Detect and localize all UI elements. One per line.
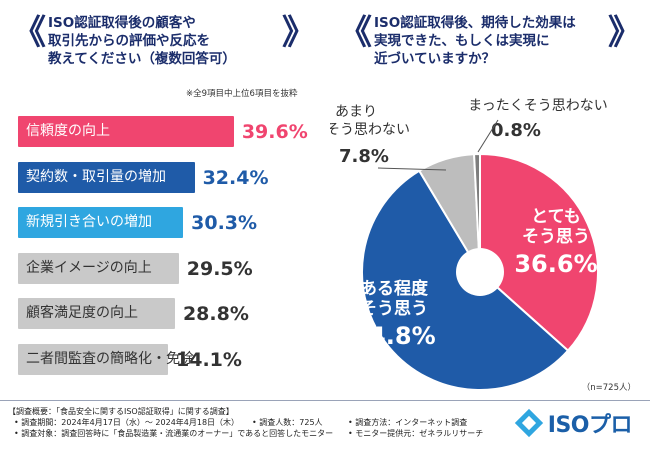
donut-chart: とてもそう思う36.6%ある程度そう思う54.8%あまりそう思わない7.8%まっ… [330, 98, 608, 390]
bar-category-label: 二者間監査の簡略化・免除 [26, 351, 194, 367]
left-note: ※全9項目中上位6項目を抜粋 [186, 89, 298, 99]
donut-label: 36.6% [514, 250, 597, 278]
donut-label: 54.8% [352, 322, 435, 350]
bar-row: 二者間監査の簡略化・免除 14.1% [18, 344, 318, 375]
bar [18, 207, 184, 239]
donut-label: そう思う [522, 227, 590, 247]
left-title-line-1: ISO認証取得後の顧客や [48, 15, 196, 31]
bar [18, 298, 175, 330]
right-title-line-3: 近づいていますか？ [374, 51, 496, 67]
survey-count: • 調査人数：725人 [252, 418, 323, 427]
logo-text: ISOプロ [547, 413, 633, 438]
bar-value-label: 28.8% [182, 303, 249, 326]
bar-row: 新規引き合いの増加 30.3% [18, 207, 318, 239]
iso-pro-logo: ISOプロ [514, 408, 633, 438]
bar-category-label: 契約数・取引量の増加 [26, 168, 166, 185]
bar-category-label: 信頼度の向上 [26, 123, 110, 139]
bar [18, 116, 234, 147]
bar [18, 252, 179, 284]
survey-period: • 調査期間：2024年4月17日（水）～ 2024年4月18日（木） [14, 418, 240, 427]
bar-value-label: 30.3% [191, 212, 258, 235]
donut-hole [456, 248, 504, 296]
leader-line [477, 119, 499, 153]
right-title-line-1: ISO認証取得後、期待した効果は [374, 15, 576, 31]
leader-line [377, 167, 447, 171]
donut-label: 7.8% [339, 146, 389, 167]
right-title-line-2: 実現できた、もしくは実現に [374, 33, 550, 49]
donut-label: そう思う [360, 299, 428, 319]
bar-row: 信頼度の向上 39.6% [18, 116, 318, 147]
left-close-bracket-icon: 》 [282, 13, 316, 53]
bar-category-label: 新規引き合いの増加 [26, 214, 152, 231]
bar-value-label: 29.5% [186, 257, 253, 280]
donut-label: ある程度 [360, 278, 429, 299]
bar-category-label: 顧客満足度の向上 [26, 305, 138, 322]
footer-divider [0, 400, 650, 401]
bar-row: 顧客満足度の向上 28.8% [18, 298, 318, 330]
iso-pro-logo-icon [514, 408, 543, 438]
bar [18, 161, 195, 193]
bar-row: 企業イメージの向上 29.5% [18, 252, 318, 284]
bar-row: 契約数・取引量の増加 32.4% [18, 161, 318, 193]
donut-slice [479, 152, 599, 353]
survey-overview-heading: 【調査概要：「食品安全に関するISO認証取得」に関する調査】 [8, 407, 234, 416]
right-open-bracket-icon: 《 [338, 13, 372, 53]
donut-label: まったくそう思わない [468, 98, 607, 114]
bar-category-label: 企業イメージの向上 [26, 259, 152, 276]
right-question-title: ISO認証取得後、期待した効果は 実現できた、もしくは実現に 近づいていますか？ [374, 14, 576, 68]
survey-target: • 調査対象：調査回答時に「食品製造業・流通業のオーナー」であると回答したモニタ… [14, 429, 334, 438]
bar-value-label: 39.6% [241, 121, 308, 143]
right-close-bracket-icon: 》 [608, 13, 642, 53]
sample-size: （n=725人） [581, 383, 636, 393]
donut-label: そう思わない [330, 122, 410, 138]
survey-provider: • モニター提供元：ゼネラルリサーチ [348, 429, 484, 438]
bar [18, 344, 168, 375]
donut-slice [473, 152, 481, 273]
left-open-bracket-icon: 《 [12, 13, 46, 53]
bar-value-label: 14.1% [176, 349, 242, 371]
survey-method: • 調査方法：インターネット調査 [348, 418, 468, 427]
left-title-line-2: 取引先からの評価や反応を [48, 33, 210, 49]
donut-label: とても [531, 207, 581, 227]
donut-label: あまり [335, 104, 377, 120]
bar-value-label: 32.4% [202, 166, 269, 189]
left-title-line-3: 教えてください（複数回答可） [48, 51, 236, 67]
left-question-title: ISO認証取得後の顧客や 取引先からの評価や反応を 教えてください（複数回答可） [48, 14, 236, 68]
donut-label: 0.8% [491, 120, 541, 141]
